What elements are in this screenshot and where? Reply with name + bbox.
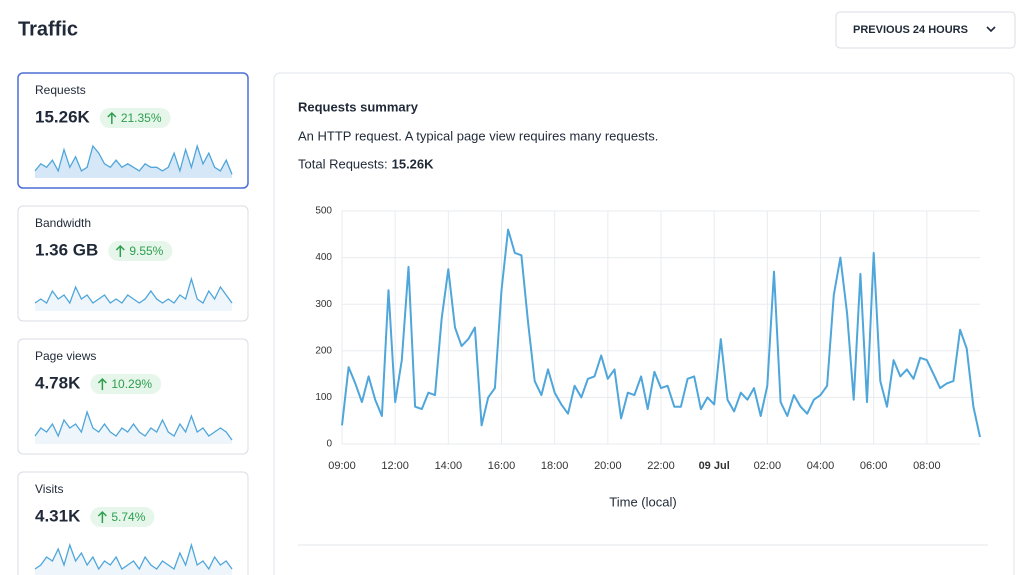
sparkline-area	[35, 279, 232, 311]
total-value: 15.26K	[392, 156, 435, 171]
metric-value: 1.36 GB	[35, 240, 98, 259]
sparkline	[34, 143, 233, 175]
y-tick-label: 300	[315, 299, 332, 310]
change-badge	[90, 374, 162, 394]
x-tick-label: 22:00	[647, 460, 675, 472]
range-button-label[interactable]: PREVIOUS 24 HOURS	[853, 24, 968, 36]
x-tick-label: 20:00	[594, 460, 622, 472]
metric-label: Visits	[35, 482, 63, 496]
summary-panel	[273, 72, 1015, 575]
summary-description: An HTTP request. A typical page view req…	[298, 128, 658, 143]
summary-title: Requests summary	[298, 99, 419, 114]
up-arrow-icon	[97, 377, 107, 390]
x-tick-label: 02:00	[754, 460, 782, 472]
metric-value: 15.26K	[35, 107, 91, 126]
page-title: Traffic	[18, 18, 78, 40]
metric-label: Bandwidth	[35, 216, 91, 230]
x-tick-label: 09:00	[328, 460, 356, 472]
x-tick-label: 18:00	[541, 460, 569, 472]
change-badge	[90, 507, 155, 527]
x-tick-label: 06:00	[860, 460, 888, 472]
sparkline	[34, 542, 233, 571]
y-tick-label: 100	[315, 392, 332, 403]
series-line	[341, 228, 981, 438]
y-tick-label: 0	[326, 439, 332, 450]
x-tick-label: 16:00	[488, 460, 516, 472]
sparkline-area	[35, 146, 232, 178]
change-value: 21.35%	[121, 111, 162, 125]
metric-label: Page views	[35, 349, 96, 363]
y-tick-label: 400	[315, 252, 332, 263]
x-tick-label: 14:00	[435, 460, 463, 472]
sparkline	[34, 276, 233, 305]
metric-value: 4.31K	[35, 506, 81, 525]
change-value: 5.74%	[111, 510, 145, 524]
metric-label: Requests	[35, 83, 86, 97]
metric-value: 4.78K	[35, 373, 81, 392]
x-tick-label: 09 Jul	[699, 460, 730, 472]
up-arrow-icon	[97, 510, 107, 523]
up-arrow-icon	[115, 244, 125, 257]
x-tick-label: 08:00	[913, 460, 941, 472]
change-value: 9.55%	[129, 244, 163, 258]
x-tick-label: 12:00	[381, 460, 409, 472]
sparkline-area	[35, 412, 232, 444]
x-axis-label: Time (local)	[609, 494, 676, 509]
x-tick-label: 04:00	[807, 460, 835, 472]
sparkline	[34, 409, 233, 441]
up-arrow-icon	[107, 111, 117, 124]
chevron-icon	[986, 26, 996, 33]
sparkline-area	[35, 545, 232, 575]
change-badge	[108, 241, 173, 261]
range-button[interactable]	[835, 11, 1016, 49]
change-value: 10.29%	[111, 377, 152, 391]
y-tick-label: 200	[315, 345, 332, 356]
change-badge	[99, 108, 171, 128]
total-label: Total Requests:	[298, 156, 388, 171]
y-tick-label: 500	[315, 206, 332, 217]
